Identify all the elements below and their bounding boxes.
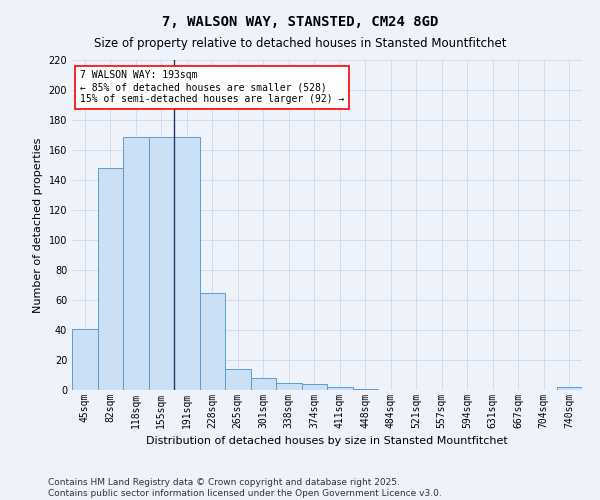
Bar xyxy=(123,136,149,390)
Text: 7, WALSON WAY, STANSTED, CM24 8GD: 7, WALSON WAY, STANSTED, CM24 8GD xyxy=(162,15,438,29)
Text: Contains HM Land Registry data © Crown copyright and database right 2025.
Contai: Contains HM Land Registry data © Crown c… xyxy=(48,478,442,498)
Bar xyxy=(353,388,378,390)
Bar xyxy=(251,378,276,390)
Bar xyxy=(174,136,199,390)
Bar xyxy=(149,136,174,390)
Bar xyxy=(276,382,302,390)
Bar xyxy=(302,384,327,390)
X-axis label: Distribution of detached houses by size in Stansted Mountfitchet: Distribution of detached houses by size … xyxy=(146,436,508,446)
Bar xyxy=(327,387,353,390)
Bar xyxy=(557,387,582,390)
Text: Size of property relative to detached houses in Stansted Mountfitchet: Size of property relative to detached ho… xyxy=(94,38,506,51)
Text: 7 WALSON WAY: 193sqm
← 85% of detached houses are smaller (528)
15% of semi-deta: 7 WALSON WAY: 193sqm ← 85% of detached h… xyxy=(80,70,344,104)
Bar xyxy=(97,168,123,390)
Bar xyxy=(199,292,225,390)
Bar xyxy=(225,369,251,390)
Bar xyxy=(72,328,97,390)
Y-axis label: Number of detached properties: Number of detached properties xyxy=(33,138,43,312)
